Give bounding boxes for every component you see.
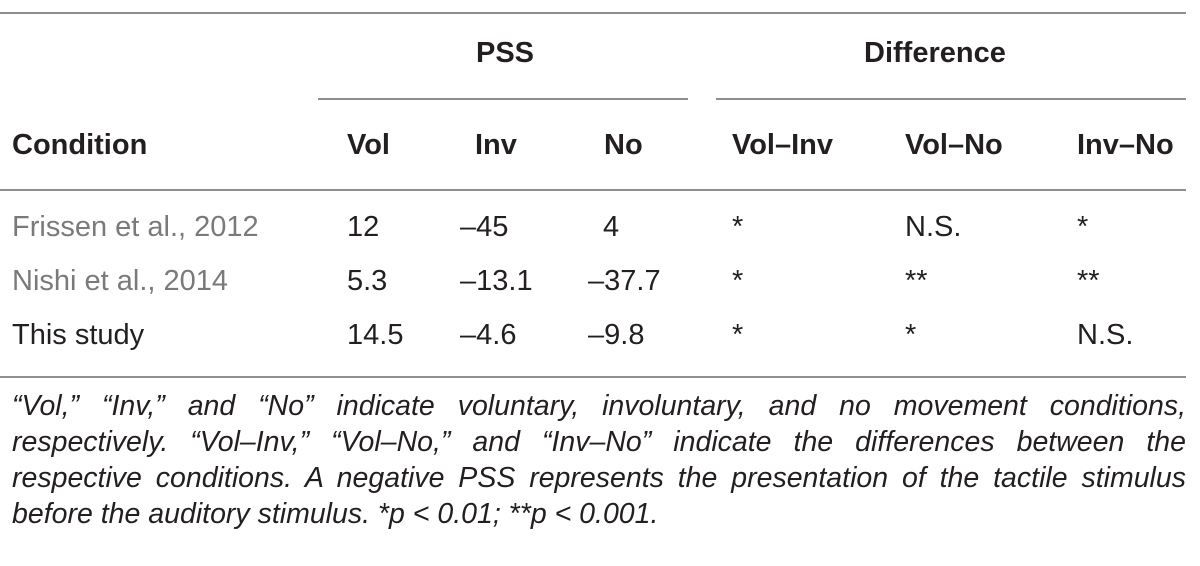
row-vol-no: * [905, 319, 917, 351]
difference-group-rule [716, 98, 1186, 100]
group-header-pss: PSS [476, 37, 535, 69]
row-vol: 12 [347, 211, 380, 243]
header-bottom-rule [0, 189, 1186, 191]
column-header-no: No [604, 129, 643, 161]
row-inv: –4.6 [460, 319, 517, 351]
row-inv: –13.1 [460, 265, 533, 297]
row-inv: –45 [460, 211, 509, 243]
table-bottom-rule [0, 376, 1186, 378]
row-vol-no: ** [905, 265, 928, 297]
row-no: 4 [603, 211, 620, 243]
column-header-inv: Inv [475, 129, 517, 161]
row-inv-no: ** [1077, 265, 1100, 297]
row-condition: Frissen et al., 2012 [12, 211, 259, 243]
row-vol-inv: * [732, 319, 744, 351]
row-no: –9.8 [588, 319, 645, 351]
row-inv-no: N.S. [1077, 319, 1134, 351]
column-header-vol-no: Vol–No [905, 129, 1003, 161]
column-header-vol-inv: Vol–Inv [732, 129, 833, 161]
row-no: –37.7 [588, 265, 661, 297]
row-vol-inv: * [732, 265, 744, 297]
row-inv-no: * [1077, 211, 1089, 243]
column-header-inv-no: Inv–No [1077, 129, 1174, 161]
table-top-rule [0, 12, 1186, 14]
column-header-condition: Condition [12, 129, 148, 161]
pss-group-rule [318, 98, 688, 100]
row-vol: 14.5 [347, 319, 404, 351]
row-condition: Nishi et al., 2014 [12, 265, 229, 297]
group-header-difference: Difference [864, 37, 1006, 69]
row-vol-no: N.S. [905, 211, 962, 243]
row-vol: 5.3 [347, 265, 388, 297]
column-header-vol: Vol [347, 129, 390, 161]
row-vol-inv: * [732, 211, 744, 243]
row-condition: This study [12, 319, 145, 351]
table-footnote: “Vol,” “Inv,” and “No” indicate voluntar… [12, 390, 1186, 530]
